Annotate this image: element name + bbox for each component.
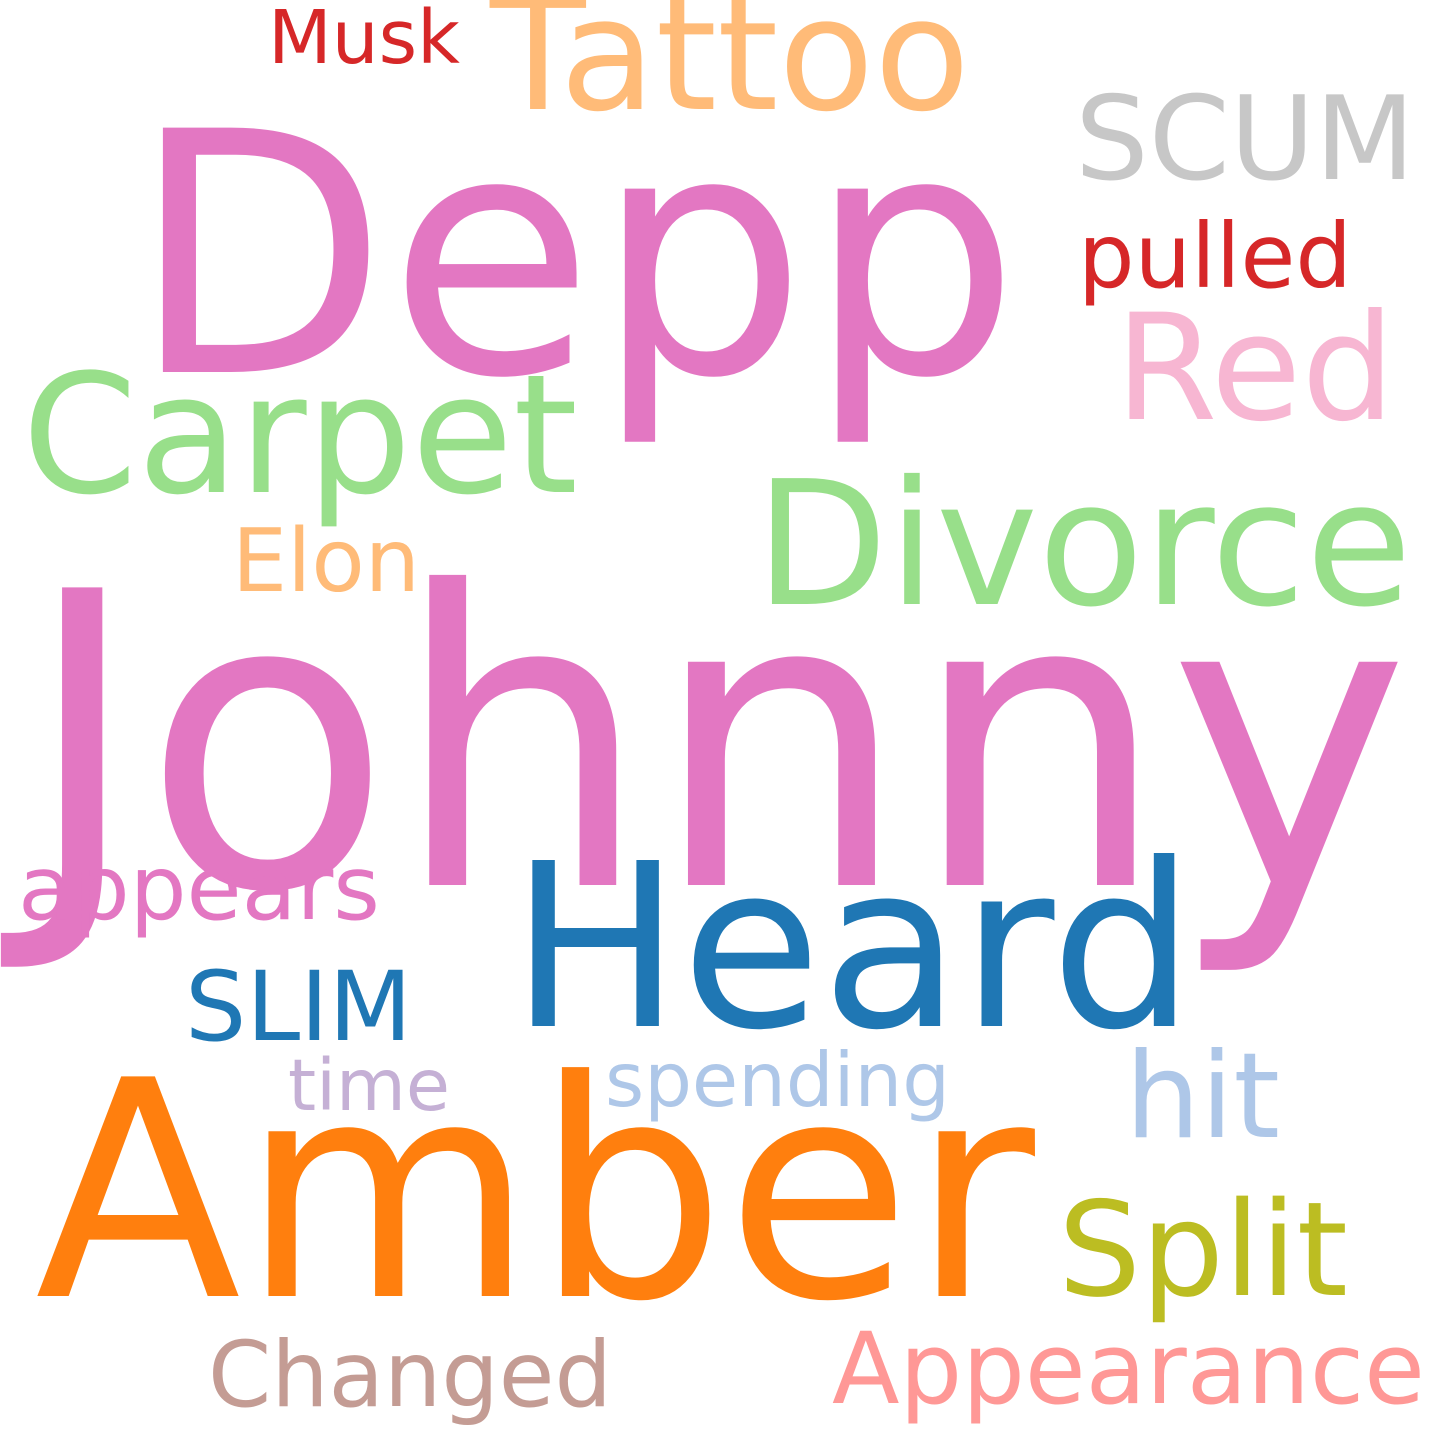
word-carpet: Carpet [22, 339, 578, 532]
word-divorce: Divorce [755, 443, 1412, 645]
word-appearance: Appearance [832, 1311, 1425, 1427]
word-pulled: pulled [1078, 205, 1352, 310]
word-time: time [288, 1043, 450, 1128]
word-split: Split [1058, 1173, 1348, 1326]
word-red: Red [1115, 281, 1395, 454]
word-spending: spending [605, 1036, 950, 1125]
word-heard: Heard [510, 814, 1195, 1080]
word-johnny: Johnny [22, 506, 1410, 982]
word-musk: Musk [268, 0, 460, 81]
word-depp: Depp [130, 61, 1020, 452]
word-appears: appears [18, 837, 380, 942]
word-slim: SLIM [185, 950, 412, 1064]
word-changed: Changed [208, 1322, 612, 1428]
word-elon: Elon [232, 509, 420, 612]
word-amber: Amber [35, 1016, 1035, 1368]
word-tattoo: Tattoo [490, 0, 970, 146]
word-scum: SCUM [1075, 71, 1415, 207]
word-hit: hit [1125, 1028, 1280, 1167]
